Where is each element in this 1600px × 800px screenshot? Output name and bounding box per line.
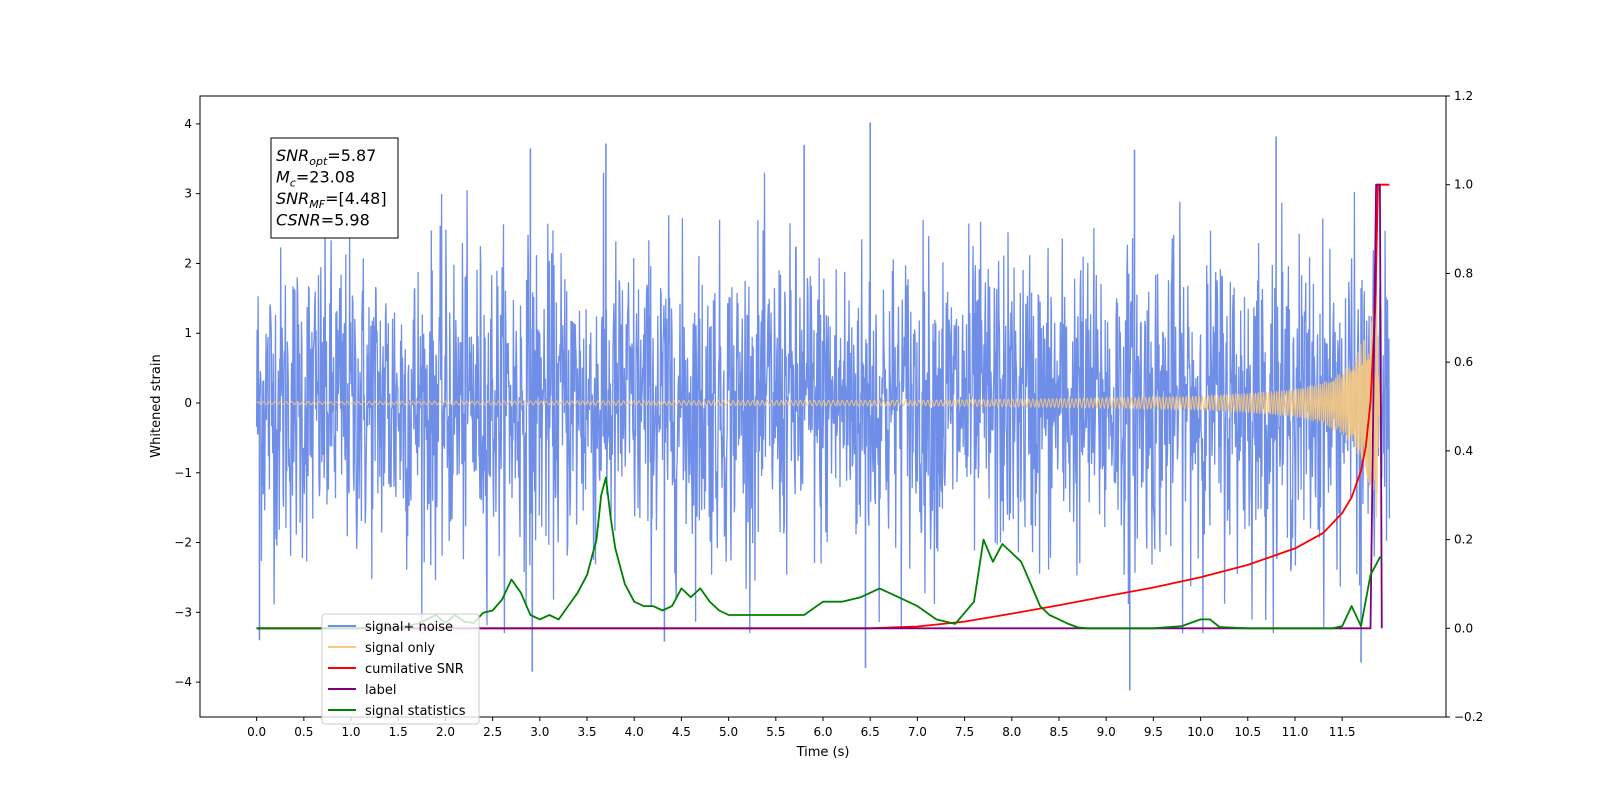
y-tick-label: −2 xyxy=(174,536,192,550)
annotation-line: SNRopt=5.87 xyxy=(276,146,376,168)
y-tick-label: −1 xyxy=(174,466,192,480)
y2-tick-label: 0.6 xyxy=(1454,355,1473,369)
series-label xyxy=(256,183,1383,630)
x-tick-label: 6.0 xyxy=(813,725,832,739)
x-tick-label: 4.0 xyxy=(625,725,644,739)
y2-tick-label: 0.2 xyxy=(1454,533,1473,547)
x-tick-label: 7.0 xyxy=(908,725,927,739)
x-tick-label: 9.0 xyxy=(1097,725,1116,739)
legend-label: signal only xyxy=(365,641,435,656)
x-tick-label: 2.0 xyxy=(436,725,455,739)
y2-tick-label: 0.4 xyxy=(1454,444,1473,458)
x-tick-label: 3.0 xyxy=(530,725,549,739)
x-tick-label: 11.0 xyxy=(1282,725,1309,739)
y-tick-label: 1 xyxy=(184,326,192,340)
x-tick-label: 2.5 xyxy=(483,725,502,739)
x-tick-label: 11.5 xyxy=(1329,725,1356,739)
x-tick-label: 1.0 xyxy=(341,725,360,739)
x-tick-label: 8.5 xyxy=(1049,725,1068,739)
series-cumulative-snr xyxy=(256,183,1390,630)
y-tick-label: 2 xyxy=(184,256,192,270)
annotation-line: Mc=23.08 xyxy=(276,168,355,190)
x-tick-label: 6.5 xyxy=(861,725,880,739)
legend: signal+ noise signal only cumilative SNR la… xyxy=(321,613,480,725)
x-tick-label: 7.5 xyxy=(955,725,974,739)
series-signal-noise xyxy=(255,172,1391,634)
y-tick-label: 4 xyxy=(184,117,192,131)
annotation-line: CSNR=5.98 xyxy=(276,211,370,230)
y2-tick-label: −0.2 xyxy=(1454,710,1483,724)
legend-label: label xyxy=(365,683,396,698)
y-tick-label: −3 xyxy=(174,605,192,619)
y-axis-label: Whitened strain xyxy=(149,354,164,457)
x-tick-label: 8.0 xyxy=(1002,725,1021,739)
x-axis-label: Time (s) xyxy=(796,745,850,760)
plot-area xyxy=(255,122,1391,691)
y2-tick-label: 0.0 xyxy=(1454,621,1473,635)
x-tick-label: 10.5 xyxy=(1234,725,1261,739)
x-tick-label: 5.0 xyxy=(719,725,738,739)
y2-tick-label: 1.2 xyxy=(1454,89,1473,103)
y2-tick-label: 1.0 xyxy=(1454,178,1473,192)
x-tick-label: 0.5 xyxy=(294,725,313,739)
x-tick-label: 9.5 xyxy=(1144,725,1163,739)
series-signal-statistics xyxy=(256,476,1382,630)
x-tick-label: 1.5 xyxy=(389,725,408,739)
y-tick-label: −4 xyxy=(174,675,192,689)
x-tick-label: 3.5 xyxy=(577,725,596,739)
x-tick-label: 5.5 xyxy=(766,725,785,739)
series-signal-only xyxy=(256,294,1383,518)
y-axis-left: −4 −3 −2 −1 0 1 2 3 4 xyxy=(174,117,200,689)
legend-label: signal statistics xyxy=(365,704,466,719)
x-tick-label: 0.0 xyxy=(247,725,266,739)
y-axis-right: −0.2 0.0 0.2 0.4 0.6 0.8 1.0 1.2 xyxy=(1446,89,1483,724)
y2-tick-label: 0.8 xyxy=(1454,266,1473,280)
annotation-line: SNRMF=[4.48] xyxy=(276,189,387,211)
y-tick-label: 3 xyxy=(184,187,192,201)
x-tick-label: 4.5 xyxy=(672,725,691,739)
legend-label: cumilative SNR xyxy=(365,662,464,677)
x-tick-label: 10.0 xyxy=(1187,725,1214,739)
y-tick-label: 0 xyxy=(184,396,192,410)
legend-label: signal+ noise xyxy=(365,620,453,635)
